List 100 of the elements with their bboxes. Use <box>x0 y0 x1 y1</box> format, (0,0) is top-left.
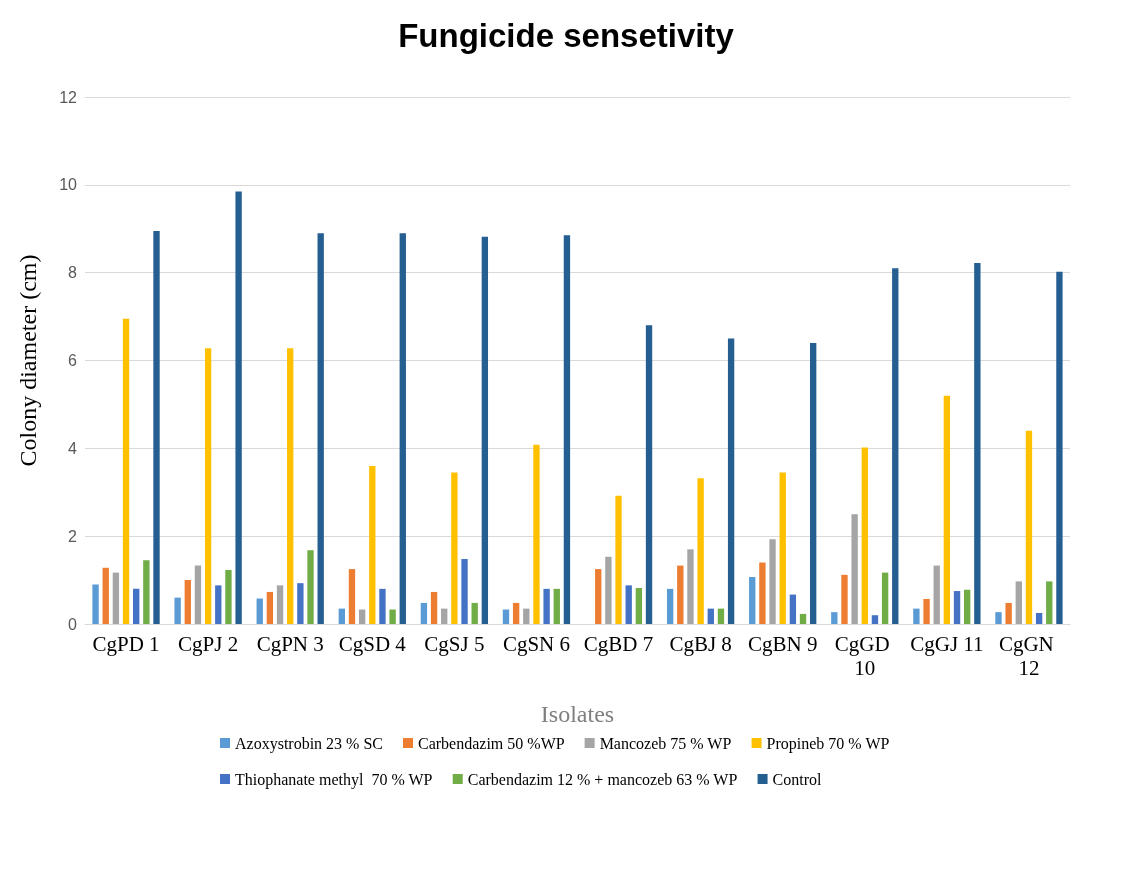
bar <box>1035 613 1043 624</box>
bar <box>625 585 632 624</box>
y-tick-label: 6 <box>68 352 78 369</box>
bar <box>317 233 324 624</box>
bar <box>810 342 817 624</box>
bar <box>451 472 458 624</box>
x-tick-label: CgBD 7 <box>583 632 654 656</box>
bar <box>995 612 1002 624</box>
bar <box>153 230 160 624</box>
bar <box>215 585 222 624</box>
bar <box>615 495 622 624</box>
x-tick-label: CgGD 10 <box>834 632 895 680</box>
x-tick-label: CgPD 1 <box>92 632 160 656</box>
bar <box>943 395 951 624</box>
bar <box>523 608 530 624</box>
legend-label: Thiophanate methyl 70 % WP <box>235 770 433 789</box>
bar <box>933 565 940 624</box>
x-tick-label: CgPJ 2 <box>178 632 239 656</box>
x-tick-label: CgGN 12 <box>998 632 1060 680</box>
bar <box>677 565 684 624</box>
bar <box>543 588 550 624</box>
y-tick-label: 8 <box>68 264 78 282</box>
y-tick-label: 12 <box>59 88 78 106</box>
bar <box>1015 581 1022 624</box>
bar <box>1056 271 1063 624</box>
bar <box>389 609 396 624</box>
bar <box>923 598 930 624</box>
bar <box>881 572 889 624</box>
legend-label: Mancozeb 75 % WP <box>599 734 732 752</box>
bar <box>717 608 725 624</box>
bar <box>225 569 232 624</box>
bar <box>727 338 735 624</box>
bar <box>697 478 704 624</box>
bar <box>851 514 858 624</box>
bar <box>369 465 376 624</box>
y-axis-title: Colony diameter (cm) <box>15 254 41 467</box>
x-tick-label: CgBJ 8 <box>669 632 732 656</box>
bar <box>1025 430 1033 624</box>
x-axis-title: Isolates <box>540 701 615 727</box>
x-tick-label: CgGJ 11 <box>910 632 984 656</box>
bar <box>779 472 786 624</box>
bar <box>441 608 448 624</box>
y-tick-label: 0 <box>68 615 78 633</box>
bar <box>204 348 212 624</box>
bar <box>841 574 848 624</box>
bar <box>563 235 571 624</box>
bar <box>512 602 520 624</box>
x-tick-label: CgSD 4 <box>338 632 407 656</box>
x-tick-label: CgBN 9 <box>747 632 818 656</box>
bar <box>871 615 879 624</box>
x-tick-label: CgSJ 5 <box>424 632 485 656</box>
bar <box>799 613 807 624</box>
bar <box>1005 602 1012 624</box>
bar <box>338 608 345 624</box>
legend-label: Carbendazim 12 % + mancozeb 63 % WP <box>467 770 738 788</box>
bar <box>1046 581 1053 624</box>
bar <box>420 602 428 624</box>
bar <box>430 591 438 624</box>
bar <box>533 444 540 624</box>
y-tick-label: 2 <box>68 527 78 545</box>
bar <box>266 591 274 624</box>
bar <box>635 587 643 624</box>
bar <box>461 559 468 624</box>
bar <box>666 588 674 624</box>
bar <box>102 567 109 624</box>
bar <box>184 580 191 624</box>
bar <box>749 577 756 624</box>
bar <box>287 348 294 624</box>
bar <box>789 594 797 624</box>
bar <box>133 588 140 624</box>
x-tick-label: CgSN 6 <box>502 632 571 656</box>
bar <box>297 583 304 624</box>
bar <box>892 268 899 624</box>
bar <box>358 609 366 624</box>
bar <box>174 597 181 624</box>
y-tick-label: 4 <box>68 439 78 457</box>
bar <box>553 588 560 624</box>
bar <box>112 572 120 624</box>
bar <box>235 191 242 624</box>
bar <box>687 549 694 624</box>
bar <box>471 602 478 624</box>
chart-title: Fungicide sensetivity <box>398 17 735 54</box>
legend-label: Control <box>772 770 823 788</box>
bar <box>645 325 653 624</box>
bar <box>974 263 981 624</box>
bar <box>481 236 489 624</box>
legend-label: Azoxystrobin 23 % SC <box>235 734 383 753</box>
bar <box>122 318 130 624</box>
bar <box>707 608 714 624</box>
bar <box>348 569 356 624</box>
bar <box>831 612 838 624</box>
bar <box>399 233 406 624</box>
y-tick-label: 10 <box>59 176 78 194</box>
x-tick-label: CgPN 3 <box>256 632 324 656</box>
bar <box>92 584 99 624</box>
legend-label: Propineb 70 % WP <box>766 734 890 753</box>
legend-label: Carbendazim 50 %WP <box>418 734 565 752</box>
bar <box>605 556 612 624</box>
bar <box>595 569 602 624</box>
bar <box>379 588 386 624</box>
